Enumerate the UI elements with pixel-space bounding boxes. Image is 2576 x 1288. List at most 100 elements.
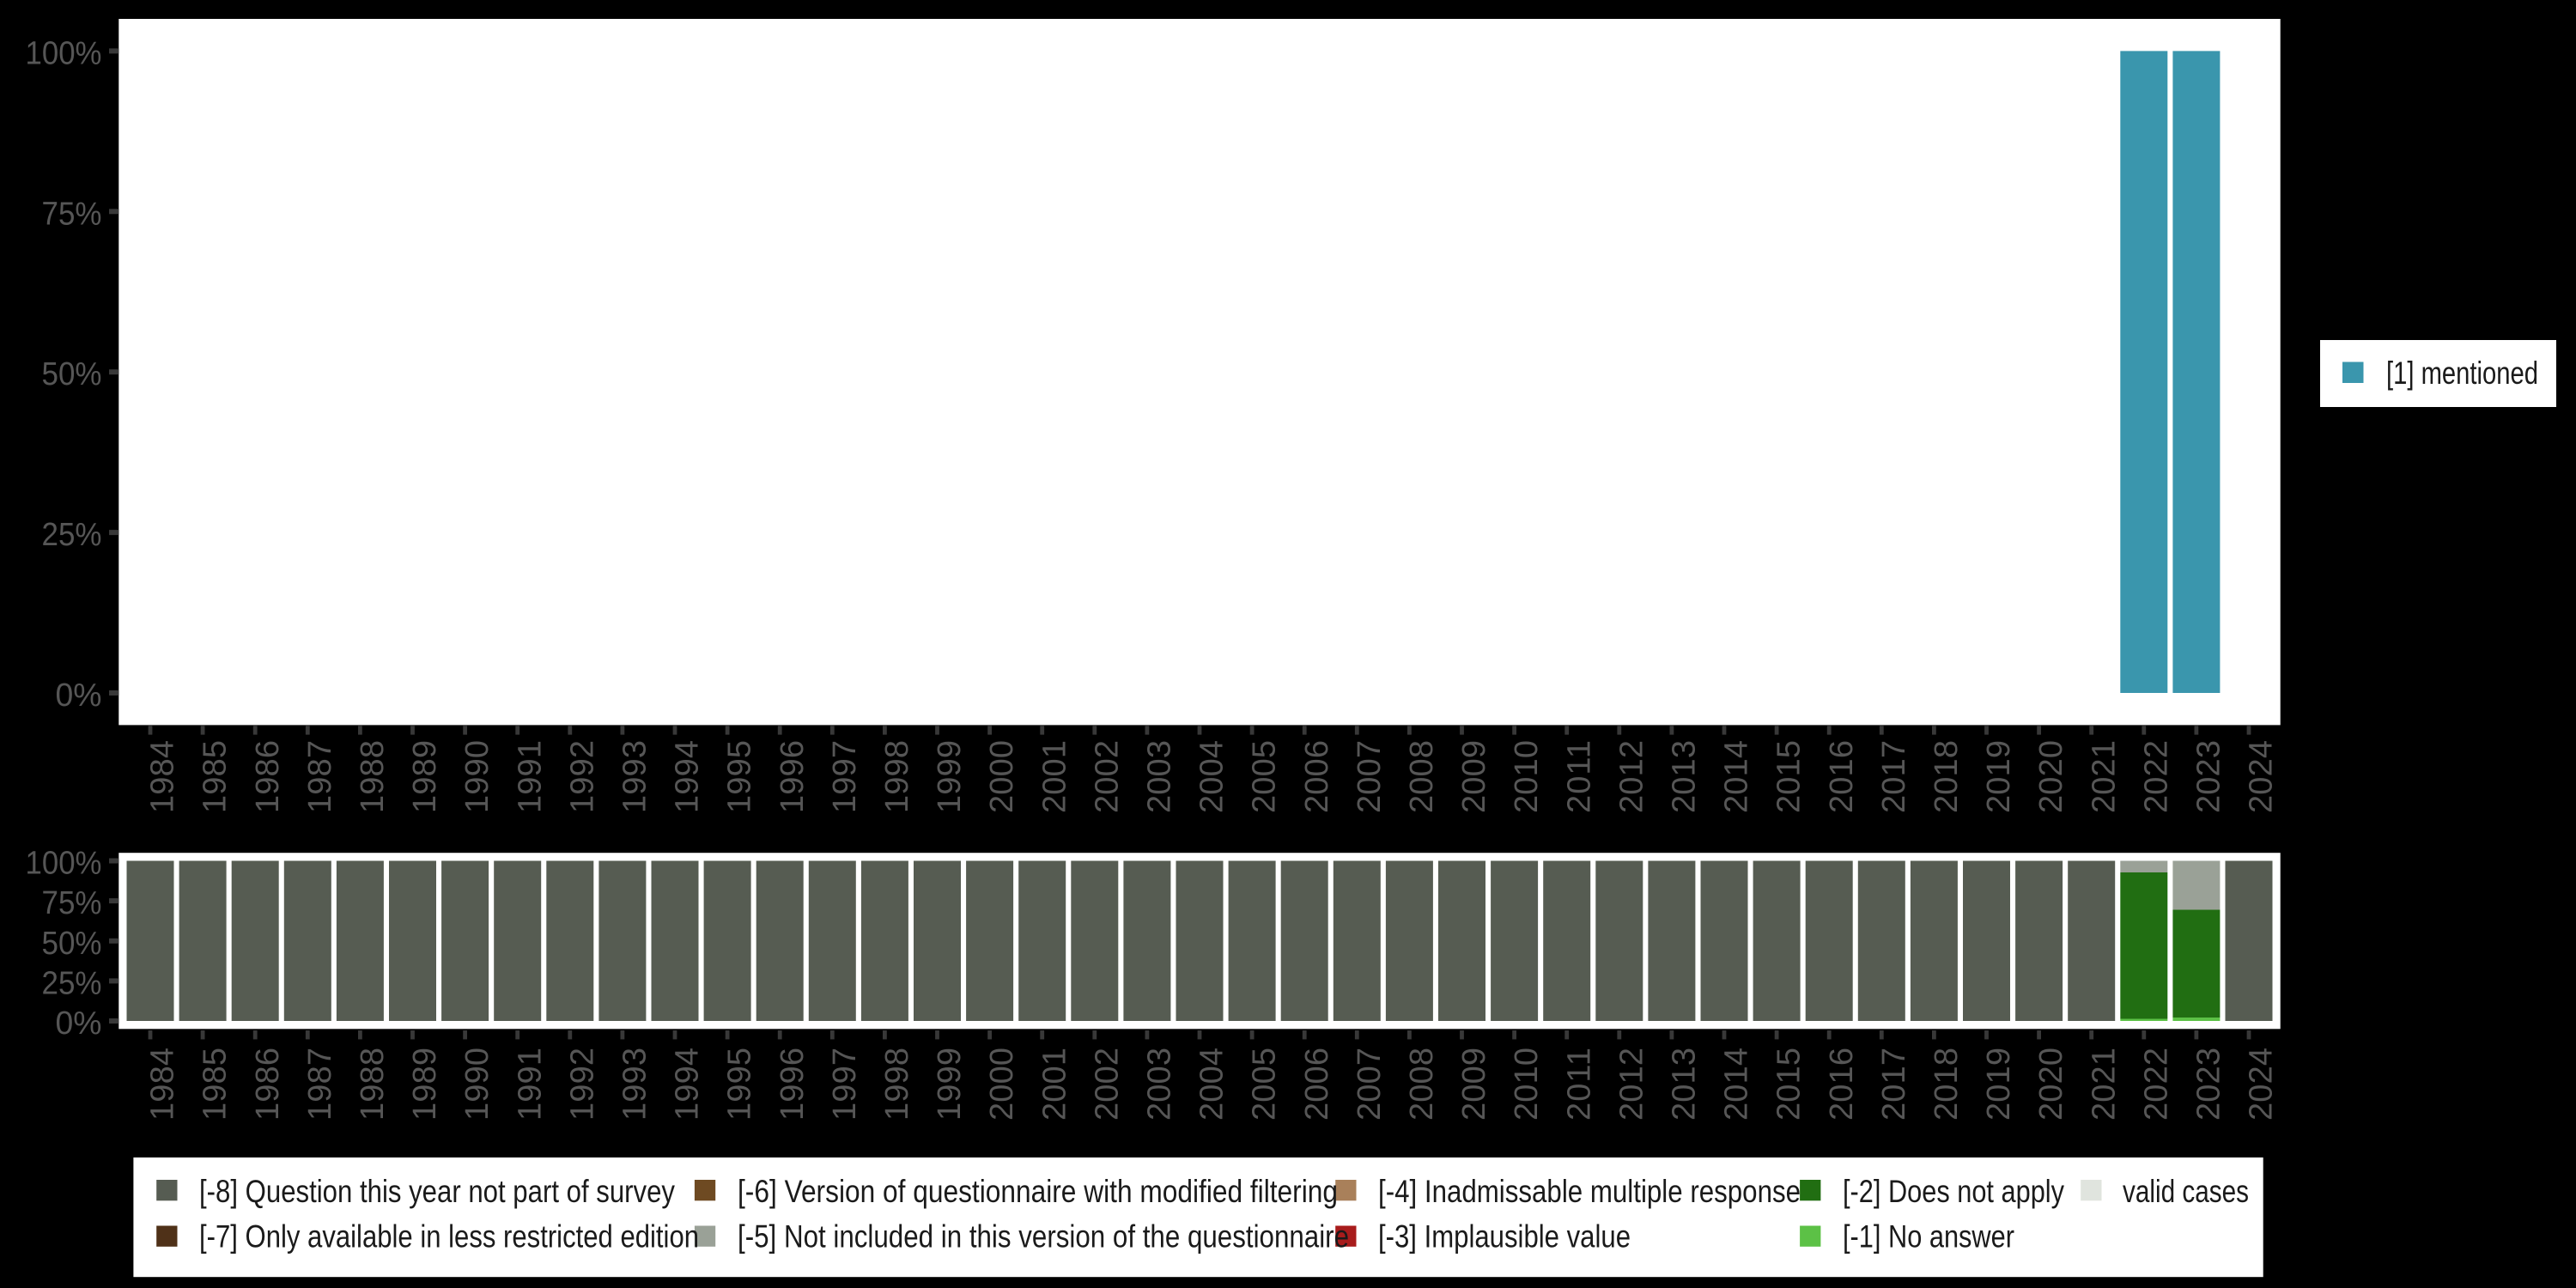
svg-text:2001: 2001: [1036, 740, 1072, 813]
svg-text:1988: 1988: [355, 740, 391, 813]
svg-text:50%: 50%: [42, 356, 102, 392]
svg-text:[-5] Not included in this vers: [-5] Not included in this version of the…: [738, 1219, 1349, 1255]
svg-text:2010: 2010: [1509, 1048, 1545, 1121]
svg-text:[-1] No answer: [-1] No answer: [1843, 1219, 2014, 1255]
svg-text:2006: 2006: [1299, 740, 1335, 813]
svg-text:100%: 100%: [26, 846, 102, 882]
svg-text:2009: 2009: [1456, 1048, 1492, 1121]
svg-text:2007: 2007: [1352, 1048, 1388, 1121]
svg-text:2003: 2003: [1142, 740, 1178, 813]
svg-text:1996: 1996: [775, 1048, 811, 1121]
svg-text:1988: 1988: [355, 1048, 391, 1121]
svg-text:2011: 2011: [1561, 740, 1597, 813]
svg-text:2010: 2010: [1509, 740, 1545, 813]
svg-text:2014: 2014: [1719, 740, 1755, 813]
svg-text:2018: 2018: [1929, 740, 1965, 813]
svg-text:1994: 1994: [670, 740, 706, 813]
svg-text:2004: 2004: [1194, 740, 1230, 813]
svg-text:2001: 2001: [1036, 1048, 1072, 1121]
svg-text:1985: 1985: [197, 740, 234, 813]
svg-text:2019: 2019: [1981, 740, 2017, 813]
svg-text:2018: 2018: [1929, 1048, 1965, 1121]
svg-text:1997: 1997: [827, 740, 863, 813]
svg-text:0%: 0%: [56, 677, 102, 714]
svg-text:1990: 1990: [459, 740, 495, 813]
svg-text:1999: 1999: [932, 1048, 968, 1121]
svg-text:2023: 2023: [2191, 740, 2227, 813]
svg-text:[-3] Implausible value: [-3] Implausible value: [1378, 1219, 1631, 1255]
svg-text:1993: 1993: [617, 740, 653, 813]
svg-text:2017: 2017: [1876, 740, 1912, 813]
svg-text:100%: 100%: [26, 35, 102, 71]
svg-text:[1] mentioned: [1] mentioned: [2386, 355, 2538, 391]
svg-text:2002: 2002: [1089, 740, 1125, 813]
svg-text:1991: 1991: [512, 1048, 548, 1121]
svg-text:25%: 25%: [42, 517, 102, 553]
svg-text:1986: 1986: [250, 1048, 286, 1121]
svg-text:2013: 2013: [1667, 1048, 1703, 1121]
svg-text:2005: 2005: [1247, 740, 1283, 813]
svg-text:2021: 2021: [2086, 740, 2122, 813]
svg-text:2022: 2022: [2138, 1048, 2174, 1121]
svg-text:50%: 50%: [42, 926, 102, 962]
svg-text:2020: 2020: [2033, 740, 2069, 813]
svg-text:2008: 2008: [1404, 1048, 1440, 1121]
svg-text:1986: 1986: [250, 740, 286, 813]
svg-text:1987: 1987: [302, 1048, 338, 1121]
svg-text:1994: 1994: [670, 1048, 706, 1121]
svg-text:2005: 2005: [1247, 1048, 1283, 1121]
svg-text:2021: 2021: [2086, 1048, 2122, 1121]
svg-text:1987: 1987: [302, 740, 338, 813]
svg-text:1991: 1991: [512, 740, 548, 813]
svg-text:1996: 1996: [775, 740, 811, 813]
svg-text:2013: 2013: [1667, 740, 1703, 813]
svg-text:2015: 2015: [1771, 1048, 1807, 1121]
svg-text:2000: 2000: [984, 740, 1020, 813]
svg-text:1984: 1984: [145, 740, 181, 813]
svg-text:2024: 2024: [2244, 740, 2280, 813]
svg-text:1989: 1989: [407, 740, 443, 813]
svg-text:2019: 2019: [1981, 1048, 2017, 1121]
svg-text:1984: 1984: [145, 1048, 181, 1121]
svg-text:2012: 2012: [1613, 1048, 1649, 1121]
svg-text:1992: 1992: [564, 1048, 600, 1121]
svg-text:2007: 2007: [1352, 740, 1388, 813]
svg-text:1998: 1998: [879, 740, 915, 813]
svg-text:[-6] Version of questionnaire: [-6] Version of questionnaire with modif…: [738, 1174, 1338, 1209]
svg-text:1995: 1995: [722, 740, 758, 813]
svg-text:1992: 1992: [564, 740, 600, 813]
svg-text:2023: 2023: [2191, 1048, 2227, 1121]
svg-text:2015: 2015: [1771, 740, 1807, 813]
svg-text:2016: 2016: [1824, 740, 1860, 813]
svg-text:2000: 2000: [984, 1048, 1020, 1121]
svg-text:[-8] Question this year not pa: [-8] Question this year not part of surv…: [199, 1174, 675, 1209]
svg-text:valid cases: valid cases: [2123, 1174, 2249, 1209]
svg-text:2008: 2008: [1404, 740, 1440, 813]
svg-text:1998: 1998: [879, 1048, 915, 1121]
svg-text:2009: 2009: [1456, 740, 1492, 813]
svg-text:1990: 1990: [459, 1048, 495, 1121]
svg-text:[-7] Only available in less re: [-7] Only available in less restricted e…: [199, 1219, 699, 1255]
svg-text:1995: 1995: [722, 1048, 758, 1121]
svg-text:2020: 2020: [2033, 1048, 2069, 1121]
svg-text:[-4] Inadmissable multiple res: [-4] Inadmissable multiple response: [1378, 1174, 1801, 1209]
svg-text:2004: 2004: [1194, 1048, 1230, 1121]
svg-text:2006: 2006: [1299, 1048, 1335, 1121]
svg-text:1989: 1989: [407, 1048, 443, 1121]
svg-text:75%: 75%: [42, 885, 102, 921]
svg-text:2012: 2012: [1613, 740, 1649, 813]
svg-text:2002: 2002: [1089, 1048, 1125, 1121]
svg-text:1985: 1985: [197, 1048, 234, 1121]
svg-text:75%: 75%: [42, 196, 102, 232]
svg-text:1993: 1993: [617, 1048, 653, 1121]
svg-text:1997: 1997: [827, 1048, 863, 1121]
svg-text:2022: 2022: [2138, 740, 2174, 813]
svg-text:25%: 25%: [42, 965, 102, 1001]
svg-text:2016: 2016: [1824, 1048, 1860, 1121]
svg-text:2011: 2011: [1561, 1048, 1597, 1121]
svg-text:2014: 2014: [1719, 1048, 1755, 1121]
svg-text:2017: 2017: [1876, 1048, 1912, 1121]
svg-text:2003: 2003: [1142, 1048, 1178, 1121]
svg-text:2024: 2024: [2244, 1048, 2280, 1121]
svg-text:[-2] Does not apply: [-2] Does not apply: [1843, 1174, 2064, 1209]
